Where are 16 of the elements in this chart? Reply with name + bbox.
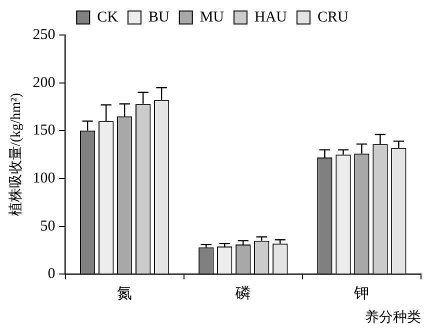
x-tick-label: 钾 <box>353 286 370 302</box>
x-axis-title: 养分种类 <box>365 309 421 326</box>
legend-label: CRU <box>318 9 349 26</box>
legend-label: CK <box>97 9 118 26</box>
legend-label: MU <box>200 9 224 26</box>
y-tick-label: 250 <box>32 26 56 43</box>
y-tick-label: 150 <box>32 122 56 139</box>
legend-label: BU <box>148 9 170 26</box>
y-tick-label: 200 <box>32 74 56 91</box>
y-axis-title: 植株吸收量/(kg/hm²) <box>8 92 24 216</box>
y-tick-label: 100 <box>32 170 56 186</box>
x-tick-label: 氮 <box>117 286 132 302</box>
x-tick-label: 磷 <box>234 285 251 302</box>
y-tick-label: 50 <box>40 218 56 234</box>
y-tick-label: 0 <box>48 266 56 282</box>
legend-label: HAU <box>254 9 288 26</box>
